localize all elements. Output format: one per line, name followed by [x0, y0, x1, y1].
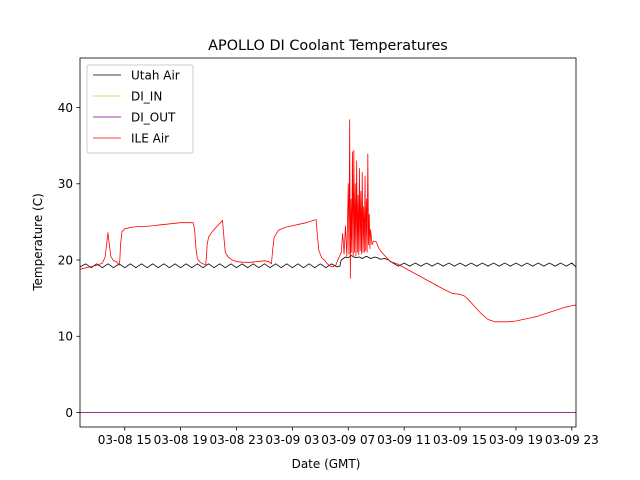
- y-axis-label: Temperature (C): [31, 193, 45, 292]
- y-tick-label: 0: [65, 406, 73, 420]
- x-tick-label: 03-08 15: [98, 433, 152, 447]
- y-tick-label: 30: [58, 177, 73, 191]
- plot-frame: [79, 57, 577, 428]
- series-line-utah-air: [80, 255, 576, 269]
- legend-box: [86, 64, 194, 154]
- legend-label: DI_OUT: [131, 110, 176, 124]
- x-tick-label: 03-09 15: [433, 433, 487, 447]
- y-tick-label: 20: [58, 253, 73, 267]
- x-tick-label: 03-08 19: [154, 433, 208, 447]
- x-tick-label: 03-09 03: [265, 433, 319, 447]
- x-tick-label: 03-09 11: [377, 433, 431, 447]
- legend: Utah Air DI_IN DI_OUT ILE Air: [86, 64, 194, 154]
- y-axis: 0 10 20 30 40: [58, 101, 80, 420]
- x-axis: 03-08 15 03-08 19 03-08 23 03-09 03 03-09 07…: [98, 427, 599, 447]
- series-line-ile-air: [80, 119, 576, 323]
- x-tick-label: 03-09 07: [321, 433, 375, 447]
- legend-label: DI_IN: [131, 89, 162, 103]
- plot-area: [80, 119, 576, 413]
- x-tick-label: 03-09 19: [489, 433, 543, 447]
- legend-label: Utah Air: [131, 68, 180, 82]
- x-tick-label: 03-08 23: [210, 433, 264, 447]
- x-tick-label: 03-09 23: [545, 433, 599, 447]
- chart-title: APOLLO DI Coolant Temperatures: [208, 38, 448, 54]
- x-axis-label: Date (GMT): [292, 457, 361, 471]
- y-tick-label: 10: [58, 330, 73, 344]
- y-tick-label: 40: [58, 101, 73, 115]
- legend-label: ILE Air: [131, 131, 169, 145]
